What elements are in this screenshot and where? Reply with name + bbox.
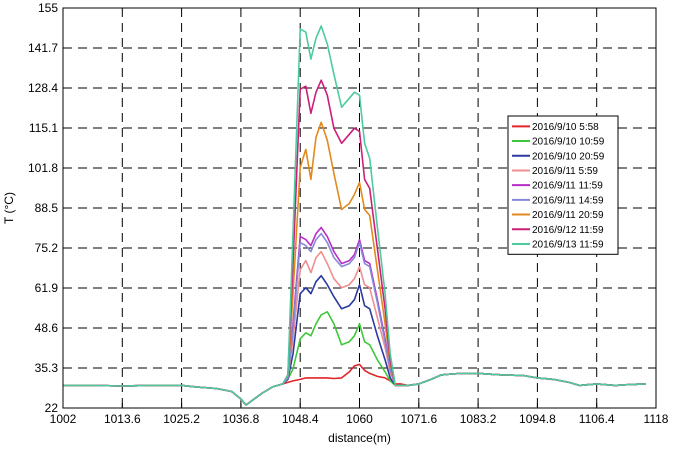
legend-label: 2016/9/11 20:59 (532, 210, 604, 221)
y-tick-label: 35.3 (35, 361, 59, 375)
y-axis-label: T (°C) (2, 192, 16, 224)
y-tick-label: 141.7 (28, 41, 58, 55)
legend: 2016/9/10 5:58 2016/9/10 10:59 2016/9/10 2… (507, 115, 619, 255)
legend-label: 2016/9/13 11:59 (532, 239, 604, 250)
x-tick-label: 1048.4 (282, 412, 319, 426)
x-tick-label: 1083.2 (460, 412, 497, 426)
x-axis-label: distance(m) (328, 431, 391, 445)
x-tick-label: 1094.8 (519, 412, 556, 426)
legend-label: 2016/9/10 20:59 (532, 151, 605, 162)
x-tick-label: 1002 (50, 412, 77, 426)
grid-lines (63, 8, 656, 408)
y-tick-label: 128.4 (28, 81, 58, 95)
legend-label: 2016/9/12 11:59 (532, 225, 604, 236)
legend-label: 2016/9/10 10:59 (532, 137, 605, 148)
x-tick-label: 1118 (644, 412, 669, 426)
series-line-9 (63, 25, 646, 406)
legend-label: 2016/9/10 5:58 (532, 122, 599, 133)
y-tick-label: 22 (45, 401, 59, 415)
y-tick-label: 48.6 (35, 321, 59, 335)
legend-label: 2016/9/11 14:59 (532, 195, 604, 206)
y-tick-label: 88.5 (35, 201, 59, 215)
x-tick-label: 1071.6 (400, 412, 437, 426)
y-tick-label: 115.1 (29, 121, 58, 135)
legend-label: 2016/9/11 5:59 (532, 166, 598, 177)
x-tick-label: 1025.2 (163, 412, 200, 426)
y-tick-label: 75.2 (35, 241, 59, 255)
x-tick-label: 1060 (346, 412, 373, 426)
legend-label: 2016/9/11 11:59 (532, 181, 603, 192)
x-tick-label: 1013.6 (104, 412, 141, 426)
x-tick-label: 1036.8 (223, 412, 260, 426)
x-tick-label: 1106.4 (579, 412, 615, 426)
series-lines (63, 25, 646, 406)
axis-ticks: 1002 1013.6 1025.2 1036.8 1048.4 1060 1071.6 10… (28, 1, 669, 426)
y-tick-label: 101.8 (28, 161, 58, 175)
y-tick-label: 155 (38, 1, 58, 15)
y-tick-label: 61.9 (35, 281, 59, 295)
